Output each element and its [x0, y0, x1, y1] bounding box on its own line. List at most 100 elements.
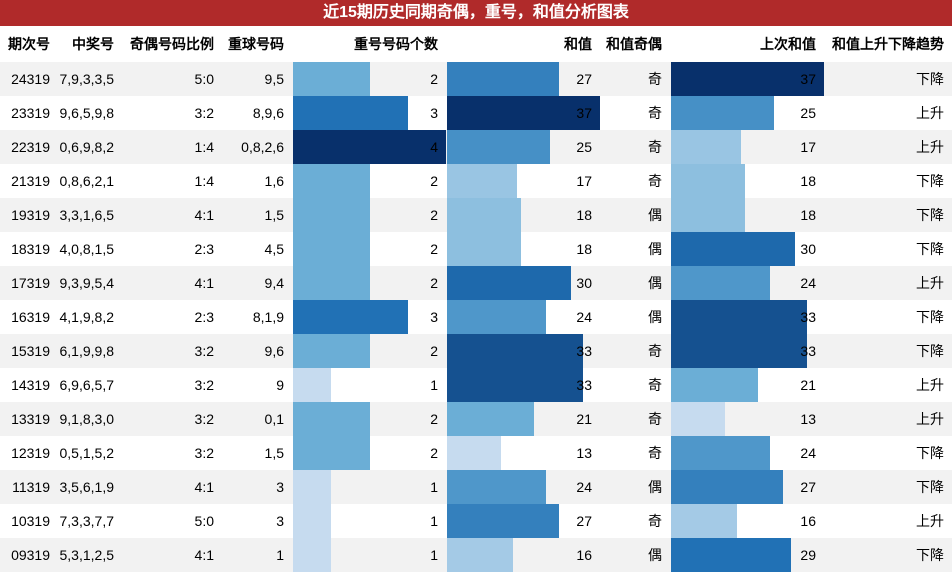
bar — [447, 164, 518, 198]
table-cell: 奇 — [648, 513, 662, 529]
table-cell: 2 — [430, 343, 438, 359]
table-cell: 偶 — [648, 309, 662, 325]
header-cell: 中奖号 — [72, 36, 114, 52]
bar — [293, 504, 332, 538]
table-cell: 偶 — [648, 479, 662, 495]
header-cell: 重球号码 — [228, 36, 284, 52]
table-cell: 奇 — [648, 139, 662, 155]
table-cell: 8,1,9 — [252, 309, 284, 325]
bar — [671, 198, 746, 232]
table-cell: 16319 — [11, 309, 50, 325]
table-cell: 3:2 — [194, 105, 214, 121]
table-cell: 27 — [576, 513, 592, 529]
table-cell: 1 — [430, 547, 438, 563]
table-cell: 4:1 — [194, 275, 214, 291]
table-cell: 9,3,9,5,4 — [59, 275, 115, 291]
bar — [447, 96, 600, 130]
bar — [293, 130, 446, 164]
bar — [671, 164, 746, 198]
bar — [671, 62, 824, 96]
bar — [447, 470, 547, 504]
bar — [447, 266, 572, 300]
table-cell: 下降 — [916, 343, 944, 359]
table-cell: 25 — [800, 105, 816, 121]
table-cell: 1,5 — [264, 445, 284, 461]
table-cell: 上升 — [916, 411, 944, 427]
bar — [447, 334, 584, 368]
table-cell: 14319 — [11, 377, 50, 393]
bar — [447, 436, 501, 470]
bar — [447, 300, 547, 334]
table-cell: 1 — [430, 377, 438, 393]
bar — [671, 402, 725, 436]
table-cell: 4,5 — [264, 241, 284, 257]
table-cell: 4:1 — [194, 207, 214, 223]
bar — [293, 96, 408, 130]
table-cell: 2 — [430, 173, 438, 189]
table-cell: 8,9,6 — [252, 105, 284, 121]
table-cell: 偶 — [648, 275, 662, 291]
table-cell: 16 — [800, 513, 816, 529]
bar — [447, 402, 534, 436]
table-cell: 21 — [800, 377, 816, 393]
bar — [671, 368, 758, 402]
table-cell: 33 — [576, 377, 592, 393]
table-cell: 21 — [576, 411, 592, 427]
title: 近15期历史同期奇偶，重号，和值分析图表 — [0, 0, 952, 26]
table-cell: 下降 — [916, 547, 944, 563]
bar — [447, 538, 514, 572]
table-cell: 7,3,3,7,7 — [59, 513, 115, 529]
bar — [671, 436, 771, 470]
bar — [293, 232, 370, 266]
table-cell: 1 — [276, 547, 284, 563]
bar — [293, 470, 332, 504]
table-cell: 偶 — [648, 547, 662, 563]
table-cell: 0,8,2,6 — [241, 139, 284, 155]
table-cell: 11319 — [12, 479, 50, 495]
bar — [293, 62, 370, 96]
table-cell: 4,1,9,8,2 — [59, 309, 115, 325]
table-cell: 奇 — [648, 105, 662, 121]
table-cell: 3,5,6,1,9 — [59, 479, 115, 495]
table-cell: 5,3,1,2,5 — [59, 547, 115, 563]
table-cell: 15319 — [11, 343, 50, 359]
table-cell: 下降 — [916, 445, 944, 461]
header-cell: 上次和值 — [760, 36, 816, 52]
table-cell: 9,1,8,3,0 — [59, 411, 115, 427]
table-cell: 奇 — [648, 411, 662, 427]
table-cell: 9,4 — [264, 275, 284, 291]
table-cell: 18319 — [11, 241, 50, 257]
table-cell: 2 — [430, 71, 438, 87]
table-cell: 24 — [576, 479, 592, 495]
table-cell: 奇 — [648, 343, 662, 359]
bar — [293, 334, 370, 368]
table-cell: 4 — [430, 139, 438, 155]
table-cell: 上升 — [916, 105, 944, 121]
table-cell: 0,6,9,8,2 — [59, 139, 115, 155]
table-cell: 3 — [276, 479, 284, 495]
table-cell: 0,1 — [264, 411, 284, 427]
table-cell: 37 — [576, 105, 592, 121]
table-cell: 奇 — [648, 445, 662, 461]
table-cell: 13319 — [11, 411, 50, 427]
table-cell: 5:0 — [194, 513, 214, 529]
table-cell: 1 — [430, 513, 438, 529]
table-cell: 2 — [430, 241, 438, 257]
bar — [293, 164, 370, 198]
table-cell: 33 — [576, 343, 592, 359]
table-cell: 1:4 — [194, 173, 214, 189]
bar — [293, 300, 408, 334]
table-cell: 2 — [430, 411, 438, 427]
table-cell: 下降 — [916, 309, 944, 325]
table-cell: 下降 — [916, 71, 944, 87]
table-cell: 19319 — [11, 207, 50, 223]
table-cell: 6,9,6,5,7 — [59, 377, 115, 393]
bar — [671, 232, 796, 266]
bar — [671, 130, 742, 164]
table-cell: 1,6 — [264, 173, 284, 189]
table-cell: 24319 — [11, 71, 50, 87]
table-cell: 09319 — [11, 547, 50, 563]
table-cell: 9 — [276, 377, 284, 393]
table-cell: 4:1 — [194, 479, 214, 495]
